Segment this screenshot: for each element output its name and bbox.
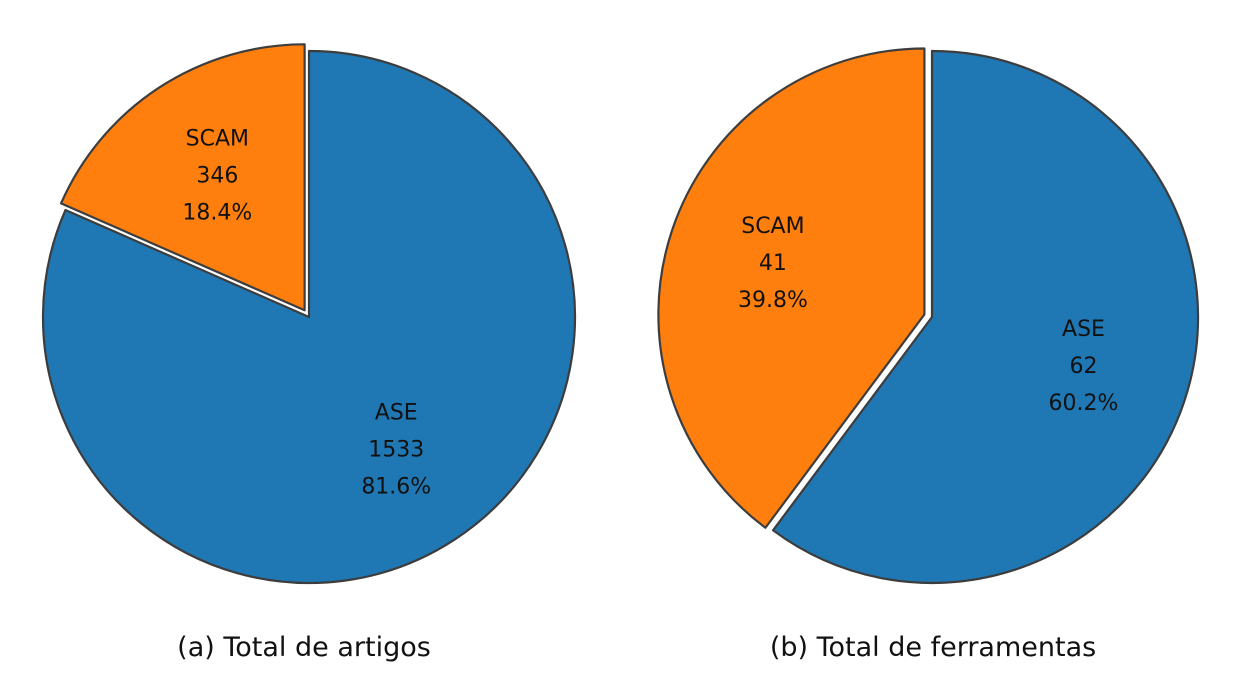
slice-label-name: SCAM (741, 214, 804, 239)
pie-slice-scam (59, 43, 306, 312)
slice-label-percent: 18.4% (182, 201, 252, 226)
slice-label-name: ASE (1062, 317, 1105, 342)
pie-slice-ase (41, 49, 577, 585)
slice-label-value: 41 (759, 251, 787, 276)
slice-label-name: ASE (375, 401, 418, 426)
caption-articles: (a) Total de artigos (177, 632, 431, 663)
slice-label-value: 1533 (368, 438, 424, 463)
pie-slice-scam (657, 47, 926, 529)
slice-label-value: 346 (196, 164, 238, 189)
pie-chart-articles: ASE 1533 81.6% SCAM 346 18.4% (41, 43, 577, 585)
caption-tools: (b) Total de ferramentas (769, 632, 1097, 663)
slice-label-percent: 81.6% (361, 475, 431, 500)
pie-chart-tools: ASE 62 60.2% SCAM 41 39.8% (657, 47, 1200, 585)
slice-label-percent: 60.2% (1049, 391, 1119, 416)
slice-label-value: 62 (1069, 354, 1097, 379)
slice-label-name: SCAM (186, 127, 249, 152)
slice-label-percent: 39.8% (738, 288, 808, 313)
pie-slice-ase (771, 49, 1200, 585)
